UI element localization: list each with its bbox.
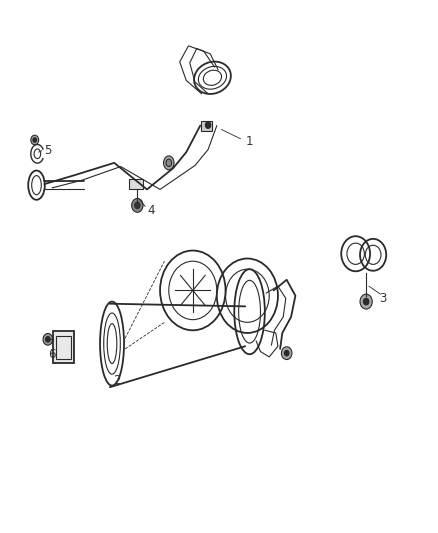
Text: 2: 2	[113, 374, 120, 387]
Bar	[129, 179, 143, 189]
Bar	[53, 332, 74, 364]
Ellipse shape	[166, 159, 172, 166]
Text: 5: 5	[44, 144, 52, 157]
Circle shape	[360, 294, 372, 309]
Circle shape	[46, 337, 50, 342]
Circle shape	[285, 351, 289, 356]
Circle shape	[33, 138, 36, 142]
Circle shape	[31, 135, 39, 145]
Text: 1: 1	[245, 135, 253, 148]
Circle shape	[205, 122, 211, 128]
Text: 3: 3	[379, 292, 386, 305]
Ellipse shape	[163, 156, 174, 169]
Circle shape	[135, 202, 140, 208]
Text: 4: 4	[148, 204, 155, 217]
Bar	[201, 122, 212, 131]
Circle shape	[132, 198, 143, 212]
Circle shape	[364, 298, 369, 305]
Circle shape	[282, 347, 292, 360]
Circle shape	[43, 334, 53, 345]
Text: 6: 6	[49, 348, 56, 361]
Bar	[56, 336, 71, 359]
